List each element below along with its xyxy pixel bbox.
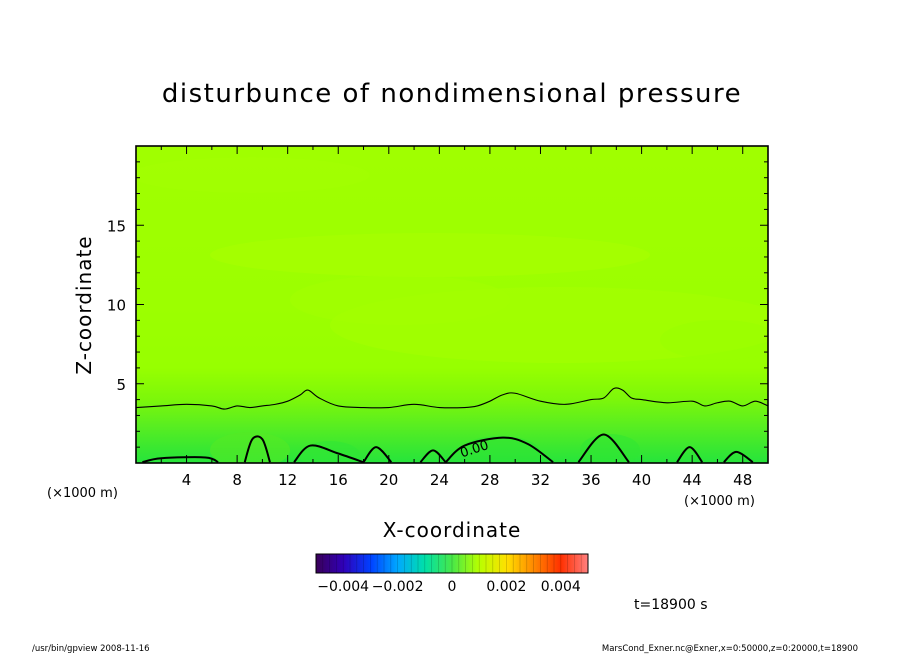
colorbar-tick-label: 0.002 bbox=[486, 579, 526, 595]
x-unit-left: (×1000 m) bbox=[47, 486, 118, 501]
colorbar bbox=[315, 553, 589, 574]
colorbar-tick-label: −0.004 bbox=[317, 579, 369, 595]
x-tick-label: 16 bbox=[329, 471, 348, 489]
colorbar-labels: −0.004 −0.002 0 0.002 0.004 bbox=[317, 579, 581, 595]
contour-line-lower bbox=[243, 435, 271, 463]
x-tick-label: 36 bbox=[581, 471, 600, 489]
contour-line-lower bbox=[142, 456, 219, 463]
contour-line-lower bbox=[444, 436, 554, 463]
y-tick-label: 15 bbox=[107, 217, 126, 235]
x-tick-label: 24 bbox=[430, 471, 449, 489]
x-tick-label: 20 bbox=[379, 471, 398, 489]
x-tick-label: 44 bbox=[683, 471, 702, 489]
contour-line-lower bbox=[723, 450, 754, 463]
x-tick-label: 28 bbox=[480, 471, 499, 489]
x-axis-label: X-coordinate bbox=[383, 518, 522, 542]
colorbar-tick-label: −0.002 bbox=[372, 579, 424, 595]
colorbar-tick-label: 0.004 bbox=[541, 579, 581, 595]
x-tick-label: 8 bbox=[232, 471, 242, 489]
contour-line-lower bbox=[419, 449, 447, 463]
y-tick-label: 5 bbox=[116, 376, 126, 394]
x-tick-label: 48 bbox=[733, 471, 752, 489]
contour-line-lower bbox=[293, 444, 364, 463]
contour-line-lower bbox=[577, 433, 630, 463]
contour-line-upper bbox=[136, 387, 768, 410]
time-label: t=18900 s bbox=[634, 597, 708, 613]
footer-left: /usr/bin/gpview 2008-11-16 bbox=[32, 644, 150, 654]
colorbar-tick-label: 0 bbox=[448, 579, 457, 595]
y-tick-label: 10 bbox=[107, 297, 126, 315]
x-tick-label: 32 bbox=[531, 471, 550, 489]
x-tick-label: 40 bbox=[632, 471, 651, 489]
contour-line-lower bbox=[362, 446, 393, 463]
heatmap-field bbox=[136, 146, 768, 463]
x-unit-right: (×1000 m) bbox=[684, 494, 755, 509]
contour-line-lower bbox=[676, 446, 704, 463]
x-tick-label: 4 bbox=[182, 471, 192, 489]
footer-right: MarsCond_Exner.nc@Exner,x=0:50000,z=0:20… bbox=[602, 644, 858, 654]
x-tick-label: 12 bbox=[278, 471, 297, 489]
chart-title: disturbunce of nondimensional pressure bbox=[162, 79, 742, 109]
y-axis-label: Z-coordinate bbox=[72, 235, 96, 374]
